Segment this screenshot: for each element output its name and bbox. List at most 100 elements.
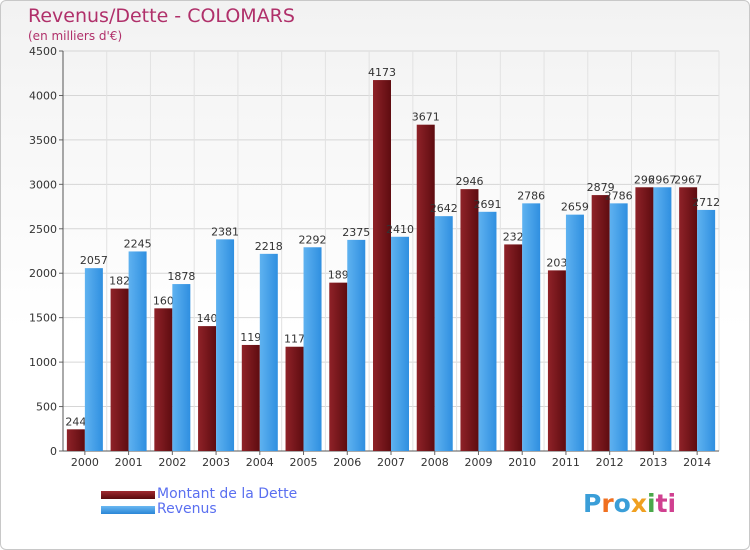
bar-dette bbox=[198, 326, 217, 451]
data-label-revenus: 2642 bbox=[430, 202, 458, 215]
data-label-dette: 244 bbox=[65, 415, 86, 428]
data-label-revenus: 2786 bbox=[605, 189, 633, 202]
data-label-dette: 182 bbox=[109, 275, 130, 288]
data-label-dette: 296 bbox=[634, 173, 655, 186]
bar-dette bbox=[110, 288, 129, 451]
bar-dette bbox=[416, 124, 435, 451]
bar-dette bbox=[373, 80, 391, 452]
x-tick-label: 2014 bbox=[683, 456, 711, 469]
chart-subtitle: (en milliers d'€) bbox=[28, 29, 123, 43]
bar-dette bbox=[241, 344, 260, 451]
bar-revenus bbox=[609, 203, 628, 451]
data-label-dette: 203 bbox=[546, 256, 567, 269]
data-label-dette: 4173 bbox=[368, 66, 396, 79]
x-tick-label: 2005 bbox=[290, 456, 318, 469]
bar-revenus bbox=[303, 247, 322, 451]
x-tick-label: 2012 bbox=[596, 456, 624, 469]
legend-swatch-dette bbox=[101, 490, 155, 499]
bar-dette bbox=[591, 195, 610, 451]
x-tick-label: 2000 bbox=[71, 456, 99, 469]
logo-letter: i bbox=[647, 489, 656, 518]
x-tick-label: 2006 bbox=[333, 456, 361, 469]
data-label-revenus: 2712 bbox=[692, 196, 720, 209]
data-label-revenus: 2659 bbox=[561, 201, 589, 214]
legend-item-dette: Montant de la Dette bbox=[101, 487, 297, 502]
logo-letter: i bbox=[667, 489, 677, 518]
y-tick-label: 2000 bbox=[29, 267, 57, 280]
legend: Montant de la Dette Revenus bbox=[101, 487, 297, 517]
y-tick-label: 500 bbox=[36, 401, 57, 414]
bar-dette bbox=[285, 346, 304, 451]
x-tick-label: 2013 bbox=[639, 456, 667, 469]
y-tick-label: 2500 bbox=[29, 223, 57, 236]
x-tick-label: 2007 bbox=[377, 456, 405, 469]
data-label-revenus: 1878 bbox=[167, 270, 195, 283]
x-tick-label: 2001 bbox=[115, 456, 143, 469]
legend-label-dette: Montant de la Dette bbox=[157, 486, 298, 502]
logo-letter: x bbox=[630, 489, 647, 518]
bar-revenus bbox=[347, 239, 366, 451]
data-label-revenus: 2967 bbox=[648, 173, 676, 186]
data-label-dette: 2879 bbox=[587, 181, 615, 194]
legend-item-revenus: Revenus bbox=[101, 502, 297, 517]
proxiti-logo: Proxiti bbox=[583, 489, 676, 518]
bar-revenus bbox=[522, 203, 541, 451]
bar-dette bbox=[635, 187, 654, 451]
x-tick-label: 2008 bbox=[421, 456, 449, 469]
bar-dette bbox=[329, 282, 348, 451]
bar-revenus bbox=[565, 214, 584, 451]
data-label-revenus: 2218 bbox=[255, 240, 283, 253]
data-label-revenus: 2381 bbox=[211, 225, 239, 238]
y-tick-label: 4000 bbox=[29, 89, 57, 102]
logo-letter: P bbox=[583, 489, 602, 518]
data-label-dette: 117 bbox=[284, 333, 305, 346]
data-label-revenus: 2786 bbox=[517, 189, 545, 202]
x-tick-label: 2003 bbox=[202, 456, 230, 469]
y-tick-label: 1500 bbox=[29, 312, 57, 325]
y-tick-label: 1000 bbox=[29, 356, 57, 369]
data-label-revenus: 2375 bbox=[342, 226, 370, 239]
x-tick-label: 2002 bbox=[158, 456, 186, 469]
bar-revenus bbox=[478, 211, 497, 451]
bar-revenus bbox=[216, 239, 235, 451]
y-tick-label: 4500 bbox=[29, 45, 57, 58]
bar-dette bbox=[679, 187, 698, 451]
data-label-revenus: 2057 bbox=[80, 254, 108, 267]
data-label-revenus: 2691 bbox=[473, 198, 501, 211]
data-label-dette: 2967 bbox=[674, 173, 702, 186]
data-label-dette: 140 bbox=[197, 312, 218, 325]
bar-dette bbox=[504, 244, 523, 451]
x-tick-label: 2004 bbox=[246, 456, 274, 469]
data-label-dette: 232 bbox=[503, 230, 524, 243]
y-tick-label: 3000 bbox=[29, 178, 57, 191]
bar-revenus bbox=[391, 236, 409, 451]
x-tick-label: 2010 bbox=[508, 456, 536, 469]
bar-revenus bbox=[653, 187, 672, 451]
legend-label-revenus: Revenus bbox=[157, 501, 217, 517]
x-tick-label: 2009 bbox=[464, 456, 492, 469]
data-label-dette: 189 bbox=[328, 269, 349, 282]
chart-title: Revenus/Dette - COLOMARS bbox=[28, 5, 295, 27]
bar-dette bbox=[154, 308, 173, 451]
bar-revenus bbox=[259, 253, 278, 451]
data-label-dette: 2946 bbox=[455, 175, 483, 188]
data-label-dette: 119 bbox=[240, 331, 261, 344]
bar-revenus bbox=[172, 284, 191, 451]
bar-revenus bbox=[697, 209, 716, 451]
y-tick-label: 0 bbox=[50, 445, 57, 458]
data-label-dette: 160 bbox=[153, 294, 174, 307]
x-tick-label: 2011 bbox=[552, 456, 580, 469]
bar-revenus bbox=[128, 251, 147, 451]
bar-revenus bbox=[434, 216, 453, 451]
data-label-revenus: 2410 bbox=[386, 223, 414, 236]
legend-swatch-revenus bbox=[101, 505, 155, 514]
logo-letter: t bbox=[655, 489, 668, 518]
data-label-dette: 3671 bbox=[412, 111, 440, 124]
data-label-revenus: 2245 bbox=[124, 237, 152, 250]
bar-dette bbox=[547, 270, 566, 451]
bar-dette bbox=[66, 429, 85, 451]
logo-letter: r bbox=[601, 489, 614, 518]
logo-letter: o bbox=[613, 489, 631, 518]
